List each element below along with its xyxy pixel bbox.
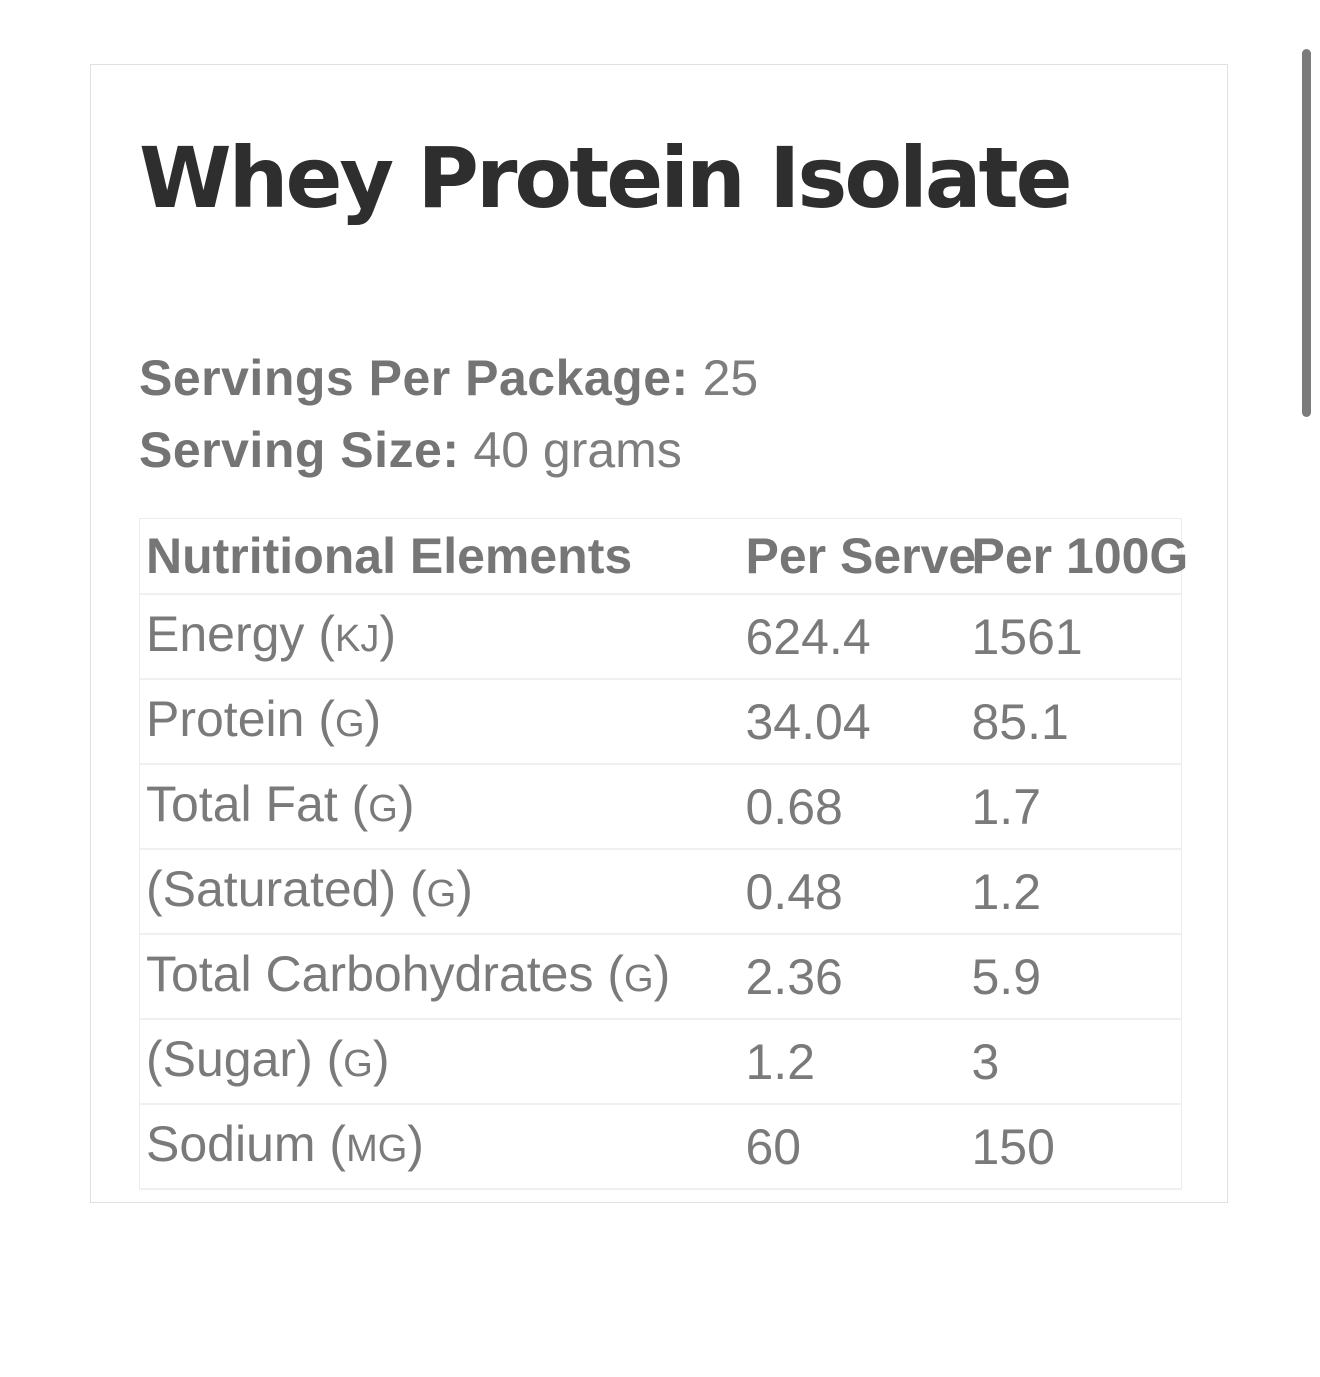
vertical-scrollbar-thumb[interactable] bbox=[1302, 49, 1311, 417]
per-serve-value: 624.4 bbox=[739, 594, 966, 680]
serving-size-value: 40 grams bbox=[473, 422, 682, 478]
serving-size-label: Serving Size: bbox=[139, 422, 460, 478]
per-serve-value: 1.2 bbox=[739, 1019, 966, 1105]
serving-info: Servings Per Package: 25 Serving Size: 4… bbox=[139, 342, 1179, 486]
per-100g-value: 85.1 bbox=[965, 679, 1182, 765]
nutrient-label: (Saturated) (G) bbox=[139, 849, 740, 935]
table-row: (Sugar) (G) 1.2 3 bbox=[139, 1019, 1182, 1105]
per-serve-value: 0.48 bbox=[739, 849, 966, 935]
table-row: (Saturated) (G) 0.48 1.2 bbox=[139, 849, 1182, 935]
servings-per-package-line: Servings Per Package: 25 bbox=[139, 342, 1179, 414]
servings-per-package-label: Servings Per Package: bbox=[139, 350, 689, 406]
product-title: Whey Protein Isolate bbox=[139, 129, 1073, 227]
table-row: Protein (G) 34.04 85.1 bbox=[139, 679, 1182, 765]
per-100g-value: 1561 bbox=[965, 594, 1182, 680]
header-per-100g: Per 100G bbox=[965, 518, 1188, 595]
nutrition-table-body: Energy (KJ) 624.4 1561 Protein (G) 34.04… bbox=[139, 594, 1182, 1190]
per-serve-value: 2.36 bbox=[739, 934, 966, 1020]
table-row: Total Carbohydrates (G) 2.36 5.9 bbox=[139, 934, 1182, 1020]
table-header-row: Nutritional Elements Per Serve Per 100G bbox=[139, 518, 1188, 595]
per-100g-value: 5.9 bbox=[965, 934, 1182, 1020]
table-row: Total Fat (G) 0.68 1.7 bbox=[139, 764, 1182, 850]
nutrient-label: Energy (KJ) bbox=[139, 594, 740, 680]
per-100g-value: 3 bbox=[965, 1019, 1182, 1105]
nutrient-label: Total Carbohydrates (G) bbox=[139, 934, 740, 1020]
per-serve-value: 0.68 bbox=[739, 764, 966, 850]
nutrient-label: (Sugar) (G) bbox=[139, 1019, 740, 1105]
nutrient-label: Sodium (MG) bbox=[139, 1104, 740, 1190]
table-row: Sodium (MG) 60 150 bbox=[139, 1104, 1182, 1190]
nutrition-table: Nutritional Elements Per Serve Per 100G … bbox=[139, 518, 1188, 1190]
nutrient-label: Total Fat (G) bbox=[139, 764, 740, 850]
per-100g-value: 1.2 bbox=[965, 849, 1182, 935]
per-serve-value: 60 bbox=[739, 1104, 966, 1190]
serving-size-line: Serving Size: 40 grams bbox=[139, 414, 1179, 486]
servings-per-package-value: 25 bbox=[702, 350, 759, 406]
per-100g-value: 150 bbox=[965, 1104, 1182, 1190]
nutrition-panel: Whey Protein Isolate Servings Per Packag… bbox=[90, 64, 1228, 1203]
header-nutritional-elements: Nutritional Elements bbox=[139, 518, 740, 595]
header-per-serve: Per Serve bbox=[739, 518, 976, 595]
per-serve-value: 34.04 bbox=[739, 679, 966, 765]
nutrient-label: Protein (G) bbox=[139, 679, 740, 765]
table-row: Energy (KJ) 624.4 1561 bbox=[139, 594, 1182, 680]
per-100g-value: 1.7 bbox=[965, 764, 1182, 850]
